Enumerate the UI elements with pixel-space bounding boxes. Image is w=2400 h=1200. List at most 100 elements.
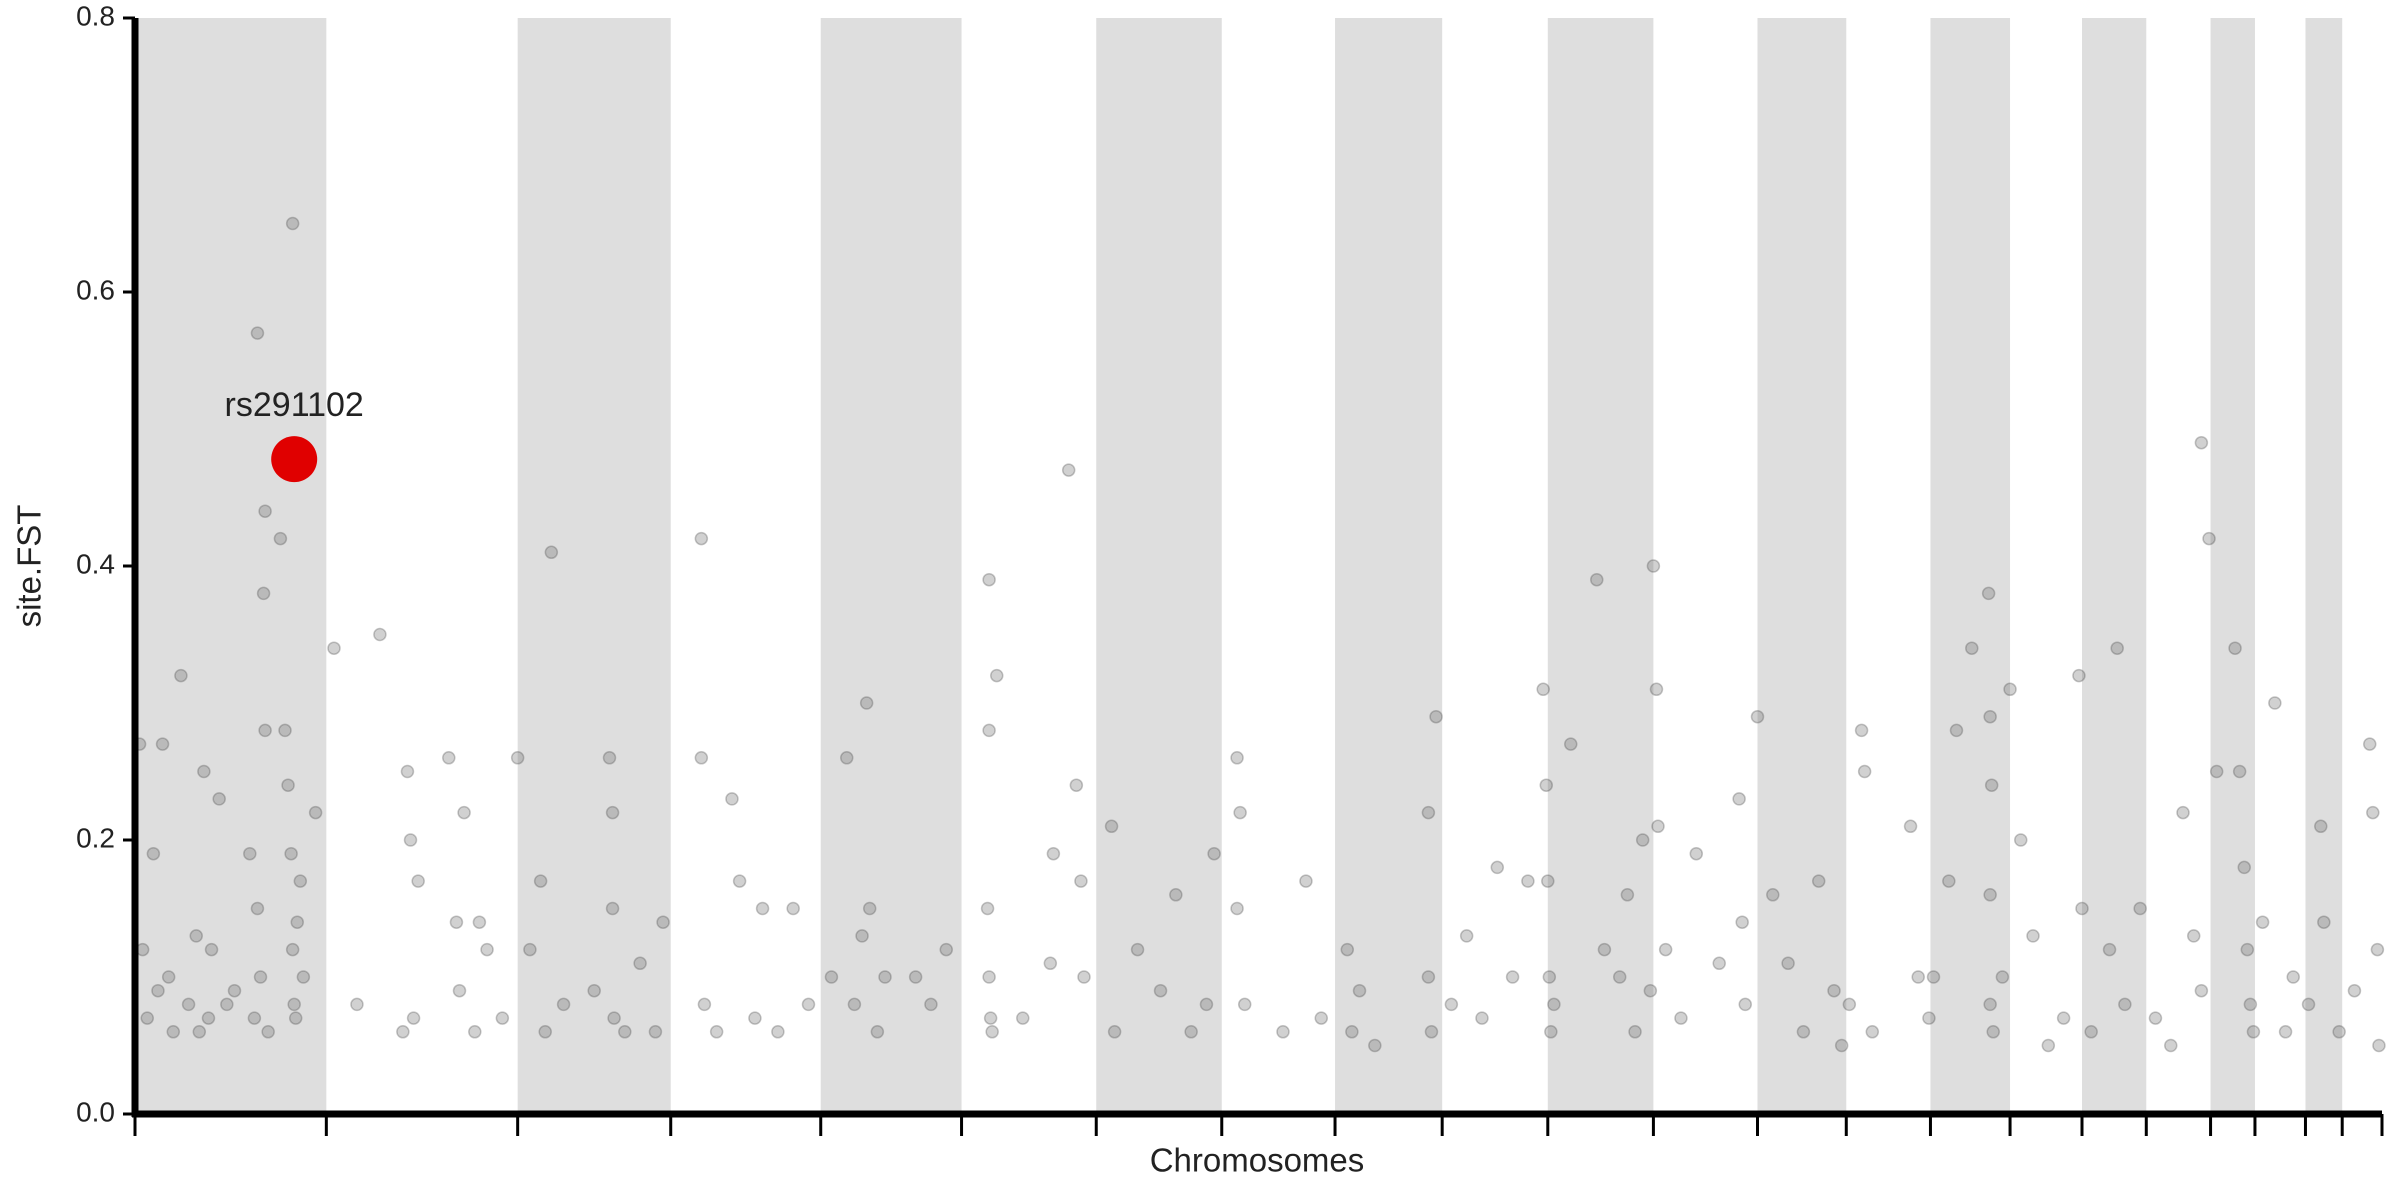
point xyxy=(2186,929,2201,943)
point xyxy=(258,504,272,518)
point xyxy=(1314,1011,1329,1025)
point xyxy=(278,723,292,738)
point xyxy=(181,997,196,1012)
point xyxy=(212,792,226,806)
chromosome-band xyxy=(1096,18,1222,1114)
chromosome-band xyxy=(1335,18,1443,1114)
point xyxy=(1368,1038,1382,1053)
point xyxy=(2243,997,2258,1012)
point xyxy=(1984,778,1999,792)
point xyxy=(709,1025,724,1039)
point xyxy=(2118,997,2132,1012)
point xyxy=(1651,819,1665,834)
point xyxy=(1635,833,1650,847)
point xyxy=(983,1011,998,1025)
point xyxy=(285,216,300,231)
point xyxy=(373,627,387,642)
point xyxy=(1276,1025,1290,1039)
point xyxy=(1233,805,1247,820)
point xyxy=(2014,833,2028,847)
point xyxy=(2072,668,2086,683)
point xyxy=(442,751,456,765)
point xyxy=(939,942,953,957)
point xyxy=(140,1011,154,1025)
point xyxy=(732,874,747,888)
point xyxy=(256,586,271,601)
point xyxy=(151,983,165,998)
point xyxy=(2268,696,2282,710)
point xyxy=(2314,819,2328,834)
point xyxy=(980,901,995,916)
point xyxy=(273,531,288,546)
point xyxy=(1942,874,1956,888)
point xyxy=(1043,956,1058,971)
point xyxy=(1237,997,1252,1012)
point xyxy=(2164,1038,2178,1053)
point xyxy=(1230,751,1244,765)
point xyxy=(284,846,298,861)
point xyxy=(2255,915,2270,929)
point xyxy=(220,997,234,1012)
y-axis-label: site.FST xyxy=(11,505,48,628)
point xyxy=(1104,819,1119,834)
point xyxy=(2332,1025,2346,1039)
point xyxy=(1490,860,1505,875)
point xyxy=(924,997,938,1012)
x-axis-label: Chromosomes xyxy=(1150,1142,1365,1179)
point xyxy=(544,545,559,560)
point xyxy=(1421,970,1436,984)
point xyxy=(1547,997,1561,1012)
point xyxy=(878,970,892,984)
point xyxy=(1612,970,1627,984)
point xyxy=(201,1011,216,1025)
point xyxy=(985,1025,999,1039)
point xyxy=(771,1025,785,1039)
point xyxy=(605,901,620,916)
point xyxy=(1995,970,2010,984)
point xyxy=(1184,1025,1198,1039)
point xyxy=(327,641,341,655)
point xyxy=(2317,915,2331,929)
point xyxy=(982,572,996,587)
point xyxy=(1590,572,1604,587)
y-tick-label: 0.2 xyxy=(76,822,115,853)
point xyxy=(250,901,265,916)
point xyxy=(1541,874,1555,888)
point xyxy=(2240,942,2255,957)
point xyxy=(855,929,869,943)
point xyxy=(403,833,418,847)
point xyxy=(350,997,364,1012)
point xyxy=(411,874,425,888)
point xyxy=(396,1025,410,1039)
point xyxy=(1674,1011,1688,1025)
annotation-label: rs291102 xyxy=(225,386,364,424)
point xyxy=(1911,970,1925,984)
point xyxy=(1628,1025,1642,1039)
point xyxy=(2301,997,2316,1012)
point xyxy=(1949,723,1964,738)
point xyxy=(1016,1011,1030,1025)
point xyxy=(725,792,739,806)
point xyxy=(2237,860,2251,875)
point xyxy=(801,997,816,1012)
point xyxy=(755,901,770,916)
chromosome-band xyxy=(135,18,327,1114)
point xyxy=(261,1025,275,1039)
point xyxy=(694,751,709,765)
point xyxy=(1069,778,1084,792)
point xyxy=(189,929,203,943)
point xyxy=(1854,723,1869,738)
point xyxy=(192,1025,207,1039)
point xyxy=(1983,888,1997,902)
point xyxy=(2194,983,2209,998)
point xyxy=(250,326,265,340)
point xyxy=(1646,559,1661,573)
point xyxy=(2041,1038,2056,1053)
point xyxy=(281,778,295,792)
point xyxy=(1475,1011,1489,1025)
point xyxy=(288,1011,303,1025)
point xyxy=(847,997,862,1012)
point xyxy=(2003,682,2017,697)
point xyxy=(1983,709,1997,724)
point xyxy=(2246,1025,2261,1039)
